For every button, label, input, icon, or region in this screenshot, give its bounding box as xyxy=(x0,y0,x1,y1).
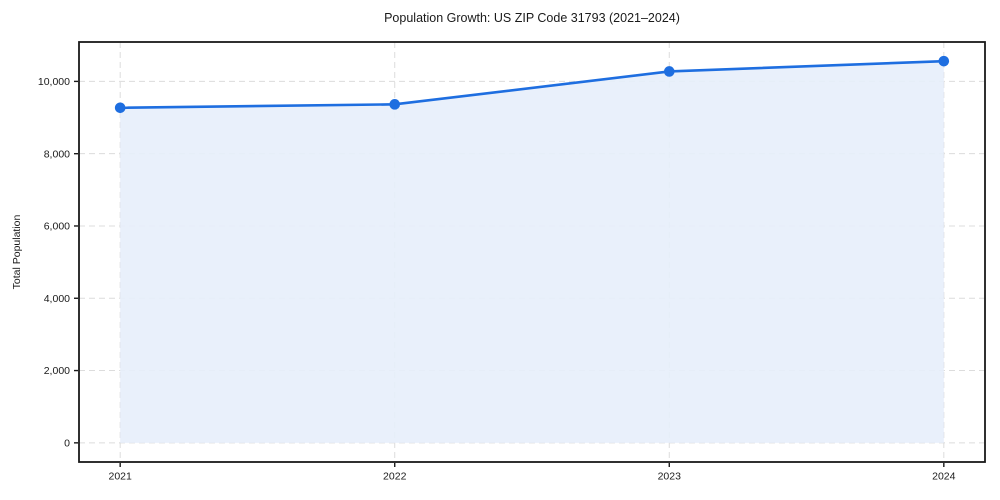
population-line xyxy=(118,59,946,110)
y-axis-label: Total Population xyxy=(11,214,23,290)
data-point-2022 xyxy=(389,99,401,110)
y-tick-label: 8,000 xyxy=(44,148,70,160)
area-fill xyxy=(120,61,944,443)
x-tick-label: 2024 xyxy=(932,471,956,483)
plot-frame xyxy=(78,41,986,463)
y-tick-label: 4,000 xyxy=(44,293,70,305)
y-tick-label: 6,000 xyxy=(44,221,70,233)
y-tick-label: 2,000 xyxy=(44,365,70,377)
data-point-2023 xyxy=(663,66,675,77)
y-tick-label: 10,000 xyxy=(38,76,70,88)
chart-title: Population Growth: US ZIP Code 31793 (20… xyxy=(384,11,680,25)
x-tick-label: 2022 xyxy=(383,471,407,483)
y-tick-label: 0 xyxy=(64,437,70,449)
x-tick-label: 2023 xyxy=(658,471,682,483)
x-tick-label: 2021 xyxy=(109,471,133,483)
data-point-2021 xyxy=(114,102,126,114)
data-point-2024 xyxy=(938,55,950,67)
